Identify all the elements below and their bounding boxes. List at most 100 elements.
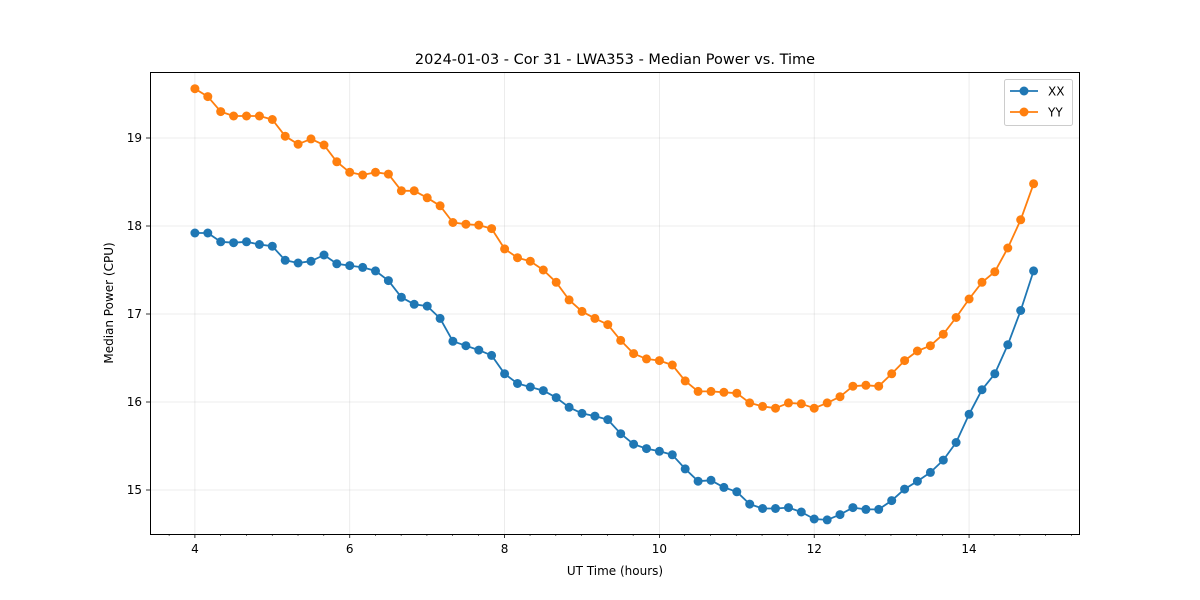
data-point-yy (306, 134, 316, 144)
data-point-xx (474, 345, 484, 355)
data-point-yy (629, 349, 639, 359)
data-point-xx (732, 487, 742, 497)
data-point-yy (745, 398, 755, 408)
data-point-xx (822, 515, 832, 525)
data-point-xx (642, 444, 651, 454)
data-point-xx (254, 240, 264, 249)
data-point-xx (203, 228, 213, 238)
data-point-xx (229, 238, 239, 248)
data-point-yy (912, 346, 922, 356)
data-point-yy (513, 253, 522, 263)
x-tick-label: 8 (501, 542, 509, 556)
data-point-yy (771, 403, 780, 413)
data-point-xx (693, 476, 703, 486)
data-point-xx (1016, 306, 1026, 315)
data-point-xx (332, 259, 342, 269)
data-point-xx (216, 237, 226, 247)
data-point-xx (525, 382, 535, 392)
data-point-yy (848, 381, 858, 391)
data-point-yy (667, 360, 677, 370)
data-point-xx (745, 499, 755, 509)
data-point-yy (951, 313, 961, 322)
data-point-xx (951, 438, 961, 447)
data-point-yy (345, 167, 355, 177)
data-point-xx (603, 415, 613, 425)
data-point-xx (912, 476, 922, 486)
data-point-xx (835, 510, 845, 520)
data-point-xx (784, 503, 793, 513)
data-point-yy (254, 111, 264, 121)
axis-ticks: 4 6 8 10 12 14 15 16 17 18 19 (127, 131, 1072, 556)
data-point-yy (1003, 243, 1013, 253)
data-point-yy (267, 115, 277, 124)
data-point-yy (796, 399, 806, 409)
data-point-yy (216, 107, 226, 117)
data-point-xx (358, 262, 368, 272)
data-point-xx (706, 475, 716, 485)
data-point-yy (551, 277, 561, 287)
data-point-yy (758, 401, 768, 411)
data-point-yy (784, 398, 793, 408)
data-point-xx (887, 496, 897, 506)
y-tick-label: 15 (127, 483, 142, 497)
data-point-yy (938, 329, 948, 339)
data-point-xx (435, 313, 445, 323)
data-point-yy (487, 224, 497, 234)
y-tick-label: 19 (127, 131, 142, 145)
data-point-xx (280, 255, 290, 265)
data-point-xx (345, 261, 355, 271)
data-point-xx (964, 409, 974, 419)
data-point-xx (874, 504, 884, 514)
y-tick-label: 16 (127, 395, 142, 409)
data-point-yy (500, 244, 510, 254)
data-point-yy (861, 380, 871, 390)
data-point-xx (500, 369, 510, 379)
legend: XX YY (1004, 79, 1073, 126)
y-tick-label: 18 (127, 219, 142, 233)
data-point-xx (190, 228, 200, 238)
data-point-yy (887, 369, 897, 379)
data-point-yy (203, 92, 213, 102)
data-point-xx (293, 258, 303, 268)
y-tick-label: 17 (127, 307, 142, 321)
data-point-xx (938, 455, 948, 465)
data-point-yy (525, 256, 535, 266)
data-point-yy (603, 320, 613, 330)
data-point-xx (242, 237, 251, 247)
data-point-xx (383, 276, 393, 286)
data-point-yy (242, 111, 251, 121)
data-point-xx (319, 250, 329, 260)
data-point-xx (422, 301, 432, 311)
data-point-xx (564, 402, 574, 412)
data-point-xx (371, 266, 380, 276)
data-point-yy (448, 218, 458, 227)
data-point-xx (1029, 266, 1039, 276)
data-point-xx (577, 408, 587, 418)
data-point-xx (680, 464, 690, 474)
data-point-xx (654, 446, 664, 456)
legend-label-xx: XX (1048, 85, 1064, 99)
data-point-yy (358, 170, 368, 180)
data-point-xx (487, 350, 497, 360)
data-point-yy (977, 277, 987, 287)
data-point-yy (461, 219, 471, 229)
data-point-yy (1029, 179, 1039, 189)
data-point-yy (422, 193, 432, 203)
chart-title: 2024-01-03 - Cor 31 - LWA353 - Median Po… (415, 52, 815, 68)
data-point-yy (577, 306, 587, 316)
data-point-yy (474, 220, 484, 230)
data-point-xx (925, 467, 935, 477)
series-layer (190, 84, 1039, 525)
data-point-xx (990, 369, 1000, 379)
x-tick-label: 4 (191, 542, 199, 556)
data-point-xx (977, 385, 987, 395)
data-point-yy (719, 387, 729, 397)
data-point-yy (332, 157, 342, 167)
data-point-yy (319, 140, 329, 150)
data-point-xx (667, 450, 677, 460)
data-point-yy (680, 376, 690, 386)
data-point-xx (809, 514, 819, 524)
data-point-yy (590, 313, 600, 323)
y-axis-label: Median Power (CPU) (102, 242, 116, 363)
data-point-yy (409, 186, 419, 196)
